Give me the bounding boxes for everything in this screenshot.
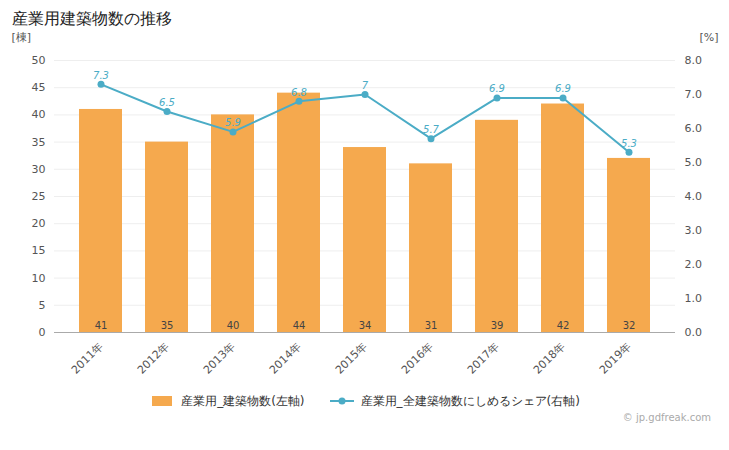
svg-text:15: 15	[32, 244, 46, 257]
svg-text:2016年: 2016年	[399, 340, 436, 377]
svg-text:6.8: 6.8	[291, 87, 307, 98]
svg-text:41: 41	[95, 320, 108, 331]
svg-text:5.7: 5.7	[423, 124, 440, 135]
html-text:産業用建築物数の推移: 産業用建築物数の推移	[12, 9, 172, 28]
svg-text:45: 45	[32, 81, 46, 94]
svg-text:2017年: 2017年	[465, 340, 502, 377]
html-text:産業用_全建築物数にしめるシェア(右軸): 産業用_全建築物数にしめるシェア(右軸)	[360, 393, 580, 408]
svg-text:6.5: 6.5	[159, 97, 175, 108]
svg-text:2015年: 2015年	[333, 340, 370, 377]
svg-text:34: 34	[359, 320, 372, 331]
html-text:産業用_建築物数(左軸): 産業用_建築物数(左軸)	[181, 393, 305, 408]
svg-text:[棟]: [棟]	[12, 31, 32, 44]
svg-text:7: 7	[362, 80, 369, 91]
svg-text:2018年: 2018年	[531, 340, 568, 377]
svg-text:5: 5	[39, 299, 46, 312]
svg-text:8.0: 8.0	[685, 54, 703, 67]
svg-text:35: 35	[32, 136, 46, 149]
svg-text:7.3: 7.3	[93, 70, 109, 81]
svg-text:5.9: 5.9	[225, 117, 241, 128]
svg-text:32: 32	[623, 320, 636, 331]
svg-text:2014年: 2014年	[267, 340, 304, 377]
svg-text:40: 40	[227, 320, 240, 331]
svg-text:42: 42	[557, 320, 570, 331]
svg-text:3.0: 3.0	[685, 224, 703, 237]
svg-text:31: 31	[425, 320, 438, 331]
svg-text:5.3: 5.3	[621, 138, 637, 149]
svg-text:50: 50	[32, 54, 46, 67]
svg-text:20: 20	[32, 217, 46, 230]
svg-text:1.0: 1.0	[685, 292, 703, 305]
svg-text:10: 10	[32, 272, 46, 285]
svg-text:39: 39	[491, 320, 504, 331]
svg-text:6.9: 6.9	[489, 83, 505, 94]
svg-text:7.0: 7.0	[685, 88, 703, 101]
svg-text:0.0: 0.0	[685, 326, 703, 339]
svg-text:40: 40	[32, 108, 46, 121]
svg-text:2019年: 2019年	[597, 340, 634, 377]
svg-text:0: 0	[39, 326, 46, 339]
svg-text:2.0: 2.0	[685, 258, 703, 271]
svg-text:[%]: [%]	[699, 31, 718, 44]
svg-text:2012年: 2012年	[135, 340, 172, 377]
svg-text:5.0: 5.0	[685, 156, 703, 169]
svg-text:4.0: 4.0	[685, 190, 703, 203]
svg-text:2011年: 2011年	[69, 340, 106, 377]
svg-text:6.0: 6.0	[685, 122, 703, 135]
svg-text:30: 30	[32, 163, 46, 176]
svg-text:44: 44	[293, 320, 306, 331]
svg-text:25: 25	[32, 190, 46, 203]
svg-text:35: 35	[161, 320, 174, 331]
svg-text:6.9: 6.9	[555, 83, 571, 94]
html-text:© jp.gdfreak.com: © jp.gdfreak.com	[622, 412, 711, 423]
svg-text:2013年: 2013年	[201, 340, 238, 377]
